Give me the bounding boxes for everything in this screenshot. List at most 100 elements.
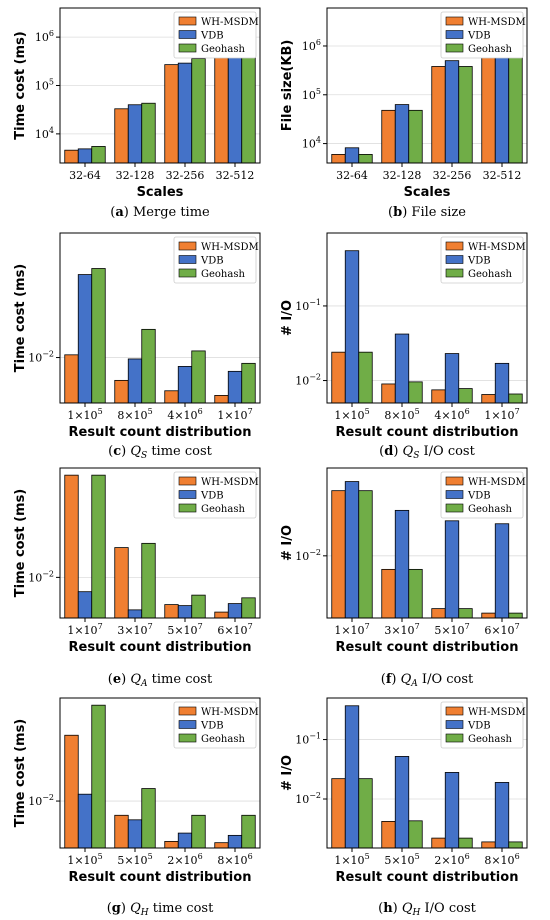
legend: WH-MSDM VDB Geohash bbox=[440, 701, 526, 749]
plot-frame bbox=[59, 467, 261, 619]
x-tick-label: 4×106 bbox=[434, 407, 469, 422]
caption: (a) Merge time bbox=[110, 205, 210, 220]
legend-label-geohash: Geohash bbox=[468, 44, 512, 55]
bar-geohash-1 bbox=[141, 328, 156, 404]
legend-swatch-vdb bbox=[178, 255, 197, 264]
bar-geohash-0 bbox=[91, 474, 106, 619]
bar-wh-msdm-1 bbox=[114, 379, 129, 404]
legend-label-vdb: VDB bbox=[200, 256, 224, 267]
caption: (e) QA time cost bbox=[108, 672, 213, 689]
x-tick-label: 2×106 bbox=[434, 852, 469, 867]
bar-wh-msdm-0 bbox=[64, 474, 79, 619]
bar-wh-msdm-2 bbox=[164, 604, 179, 619]
bar-vdb-0 bbox=[344, 481, 360, 619]
legend-label-wh-msdm: WH-MSDM bbox=[468, 707, 526, 718]
chart-panel-e: 10−2 1×107 3×107 5×107 6×107 Result count dis… bbox=[13, 467, 261, 689]
legend-label-wh-msdm: WH-MSDM bbox=[201, 477, 259, 488]
bar-wh-msdm-0 bbox=[64, 354, 79, 404]
plot-frame bbox=[326, 697, 528, 849]
legend: WH-MSDM VDB Geohash bbox=[440, 11, 526, 59]
plot-frame bbox=[326, 467, 528, 619]
bar-wh-msdm-2 bbox=[164, 64, 179, 164]
y-tick-label: 10−2 bbox=[28, 793, 54, 808]
bar-geohash-1 bbox=[408, 381, 423, 404]
legend-swatch-vdb bbox=[178, 30, 197, 39]
x-tick-label: 32-512 bbox=[216, 169, 255, 182]
bar-geohash-3 bbox=[508, 841, 523, 849]
x-axis-label: Scales bbox=[137, 185, 184, 200]
x-axis-label: Result count distribution bbox=[69, 640, 252, 655]
bar-wh-msdm-1 bbox=[381, 109, 396, 164]
bar-vdb-3 bbox=[227, 603, 243, 619]
bar-geohash-2 bbox=[458, 66, 473, 164]
bar-vdb-1 bbox=[394, 509, 410, 619]
x-tick-label: 32-256 bbox=[166, 169, 205, 182]
legend-label-vdb: VDB bbox=[467, 256, 491, 267]
legend-label-geohash: Geohash bbox=[468, 734, 512, 745]
y-axis-label: File size(KB) bbox=[280, 40, 295, 132]
legend-label-wh-msdm: WH-MSDM bbox=[468, 17, 526, 28]
legend: WH-MSDM VDB Geohash bbox=[173, 11, 259, 59]
bar-geohash-2 bbox=[191, 814, 206, 849]
x-tick-label: 8×105 bbox=[117, 407, 152, 422]
legend-label-geohash: Geohash bbox=[201, 269, 245, 280]
legend-label-vdb: VDB bbox=[467, 31, 491, 42]
x-tick-label: 32-128 bbox=[116, 169, 155, 182]
bar-geohash-0 bbox=[91, 268, 106, 404]
legend-swatch-geohash bbox=[178, 503, 197, 513]
x-axis-label: Result count distribution bbox=[336, 870, 519, 885]
bar-vdb-2 bbox=[444, 772, 460, 849]
bar-geohash-0 bbox=[358, 351, 373, 404]
y-axis-label: # I/O bbox=[280, 755, 295, 791]
bar-wh-msdm-2 bbox=[164, 390, 179, 404]
bar-vdb-1 bbox=[127, 819, 143, 849]
x-tick-label: 32-256 bbox=[433, 169, 472, 182]
x-tick-label: 8×106 bbox=[484, 852, 519, 867]
bar-wh-msdm-0 bbox=[64, 734, 79, 849]
bar-wh-msdm-1 bbox=[381, 568, 396, 619]
bar-wh-msdm-2 bbox=[164, 841, 179, 849]
x-tick-label: 1×107 bbox=[67, 622, 102, 637]
legend: WH-MSDM VDB Geohash bbox=[173, 471, 259, 519]
legend-label-vdb: VDB bbox=[200, 31, 224, 42]
legend-label-geohash: Geohash bbox=[201, 44, 245, 55]
bar-vdb-2 bbox=[177, 62, 193, 164]
bar-wh-msdm-3 bbox=[481, 612, 496, 619]
legend-label-geohash: Geohash bbox=[201, 734, 245, 745]
bar-wh-msdm-3 bbox=[214, 395, 229, 404]
y-tick-label: 104 bbox=[302, 136, 321, 151]
caption: (d) QS I/O cost bbox=[379, 444, 475, 461]
legend-swatch-vdb bbox=[445, 255, 464, 264]
legend-swatch-wh-msdm bbox=[178, 706, 197, 716]
x-tick-label: 3×107 bbox=[117, 622, 152, 637]
bar-vdb-2 bbox=[177, 605, 193, 619]
legend-swatch-vdb bbox=[445, 30, 464, 39]
legend-label-wh-msdm: WH-MSDM bbox=[201, 707, 259, 718]
plot-frame bbox=[59, 232, 261, 404]
caption: (h) QH I/O cost bbox=[378, 901, 476, 918]
x-tick-label: 6×107 bbox=[217, 622, 252, 637]
plot-frame bbox=[59, 697, 261, 849]
x-tick-label: 32-64 bbox=[69, 169, 101, 182]
y-tick-label: 105 bbox=[302, 87, 321, 102]
bar-wh-msdm-0 bbox=[331, 351, 346, 404]
caption: (b) File size bbox=[388, 205, 466, 220]
y-axis-label: Time cost (ms) bbox=[13, 264, 28, 373]
x-tick-label: 3×107 bbox=[384, 622, 419, 637]
legend-label-wh-msdm: WH-MSDM bbox=[468, 242, 526, 253]
y-axis-label: Time cost (ms) bbox=[13, 489, 28, 598]
bar-geohash-2 bbox=[458, 608, 473, 619]
bar-vdb-1 bbox=[394, 756, 410, 849]
bar-wh-msdm-0 bbox=[331, 154, 346, 164]
x-tick-label: 4×106 bbox=[167, 407, 202, 422]
bar-vdb-0 bbox=[344, 250, 360, 404]
bar-wh-msdm-1 bbox=[114, 547, 129, 619]
x-tick-label: 5×107 bbox=[167, 622, 202, 637]
x-tick-label: 1×105 bbox=[334, 852, 369, 867]
bar-vdb-1 bbox=[127, 609, 143, 619]
x-tick-label: 8×106 bbox=[217, 852, 252, 867]
bar-geohash-1 bbox=[141, 102, 156, 164]
bar-wh-msdm-1 bbox=[114, 814, 129, 849]
bar-vdb-2 bbox=[444, 520, 460, 619]
bar-geohash-0 bbox=[91, 704, 106, 849]
